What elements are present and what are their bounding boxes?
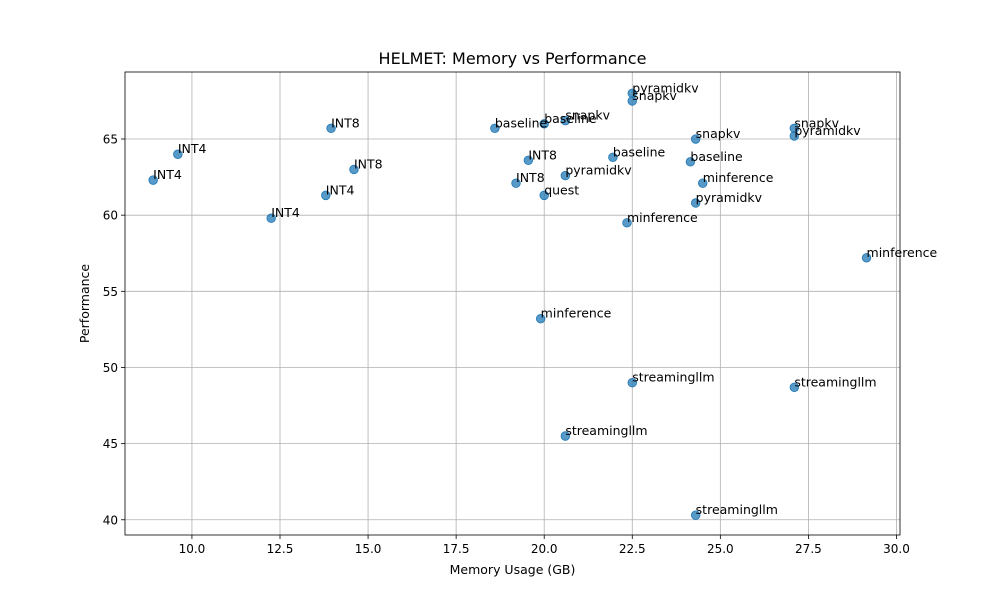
data-point	[321, 190, 331, 201]
data-point	[539, 119, 549, 129]
data-point	[539, 190, 549, 201]
point-label: snapkv	[632, 88, 677, 103]
point-label: streamingllm	[565, 423, 647, 438]
point-label: baseline	[690, 149, 743, 164]
x-axis-label: Memory Usage (GB)	[450, 562, 576, 577]
data-point	[861, 253, 872, 263]
data-point	[690, 134, 701, 144]
point-label: INT4	[271, 205, 300, 220]
data-point	[608, 152, 618, 162]
data-point	[685, 157, 696, 167]
x-tick-label: 20.0	[531, 542, 558, 556]
data-point	[560, 116, 571, 126]
x-axis-ticks: 10.0 12.5 15.0 17.5 20.0 22.5 25.0 27.5 30.0	[179, 535, 910, 556]
x-tick-label: 10.0	[179, 542, 206, 556]
x-tick-label: 17.5	[443, 542, 470, 556]
y-tick-label: 55	[103, 285, 118, 299]
point-label: streamingllm	[632, 370, 714, 385]
point-label: INT8	[331, 115, 360, 130]
x-tick-label: 27.5	[795, 542, 822, 556]
x-tick-label: 25.0	[707, 542, 734, 556]
data-point	[535, 314, 546, 324]
data-point	[627, 377, 637, 388]
point-label: INT8	[354, 156, 383, 171]
data-point	[511, 178, 521, 188]
data-point	[523, 155, 534, 166]
grid-lines	[125, 72, 900, 535]
point-label: INT8	[528, 147, 557, 162]
data-point	[789, 131, 800, 141]
point-label: minference	[627, 210, 698, 225]
data-point	[698, 178, 708, 188]
point-label: minference	[867, 245, 938, 260]
data-point	[789, 382, 800, 392]
point-label: snapkv	[565, 108, 610, 123]
y-axis-label: Performance	[77, 264, 92, 344]
data-point	[690, 510, 701, 520]
data-point	[560, 431, 571, 441]
point-label: streamingllm	[794, 374, 876, 389]
y-axis-ticks: 40 45 50 55 60 65	[103, 133, 125, 527]
plot-frame	[124, 71, 901, 536]
data-point	[266, 213, 276, 223]
point-label: baseline	[495, 115, 548, 130]
x-tick-label: 15.0	[355, 542, 382, 556]
point-label: baseline	[544, 111, 597, 126]
point-label: pyramidkv	[632, 80, 699, 95]
data-point	[326, 123, 336, 134]
data-point	[148, 175, 158, 185]
data-point	[622, 218, 632, 228]
x-tick-label: 30.0	[883, 542, 910, 556]
point-label: minference	[703, 170, 774, 185]
point-label: quest	[544, 182, 579, 197]
y-tick-label: 60	[103, 209, 118, 223]
x-tick-label: 22.5	[619, 542, 646, 556]
data-point	[627, 96, 637, 106]
point-label: pyramidkv	[696, 190, 763, 205]
data-point	[349, 164, 359, 175]
y-tick-label: 45	[103, 437, 118, 451]
data-point	[560, 170, 571, 181]
point-label: pyramidkv	[794, 123, 861, 138]
point-label: INT8	[516, 170, 545, 185]
point-label: snapkv	[794, 115, 839, 130]
point-label: minference	[541, 306, 612, 321]
point-label: INT4	[178, 141, 207, 156]
y-tick-label: 40	[103, 513, 118, 527]
point-labels: INT4 INT4 INT4 INT4 INT8 INT8 baseline INT8 INT8…	[153, 80, 937, 517]
y-tick-label: 50	[103, 361, 118, 375]
data-point	[490, 123, 500, 134]
point-label: streamingllm	[696, 502, 778, 517]
point-label: INT4	[153, 167, 182, 182]
chart-title: HELMET: Memory vs Performance	[379, 49, 647, 68]
data-point	[173, 149, 183, 159]
point-label: INT4	[326, 182, 355, 197]
x-tick-label: 12.5	[267, 542, 294, 556]
point-label: baseline	[613, 144, 666, 159]
y-tick-label: 65	[103, 133, 118, 147]
data-point	[690, 198, 701, 208]
data-points	[148, 88, 872, 520]
point-label: pyramidkv	[565, 163, 632, 178]
point-label: snapkv	[696, 126, 741, 141]
